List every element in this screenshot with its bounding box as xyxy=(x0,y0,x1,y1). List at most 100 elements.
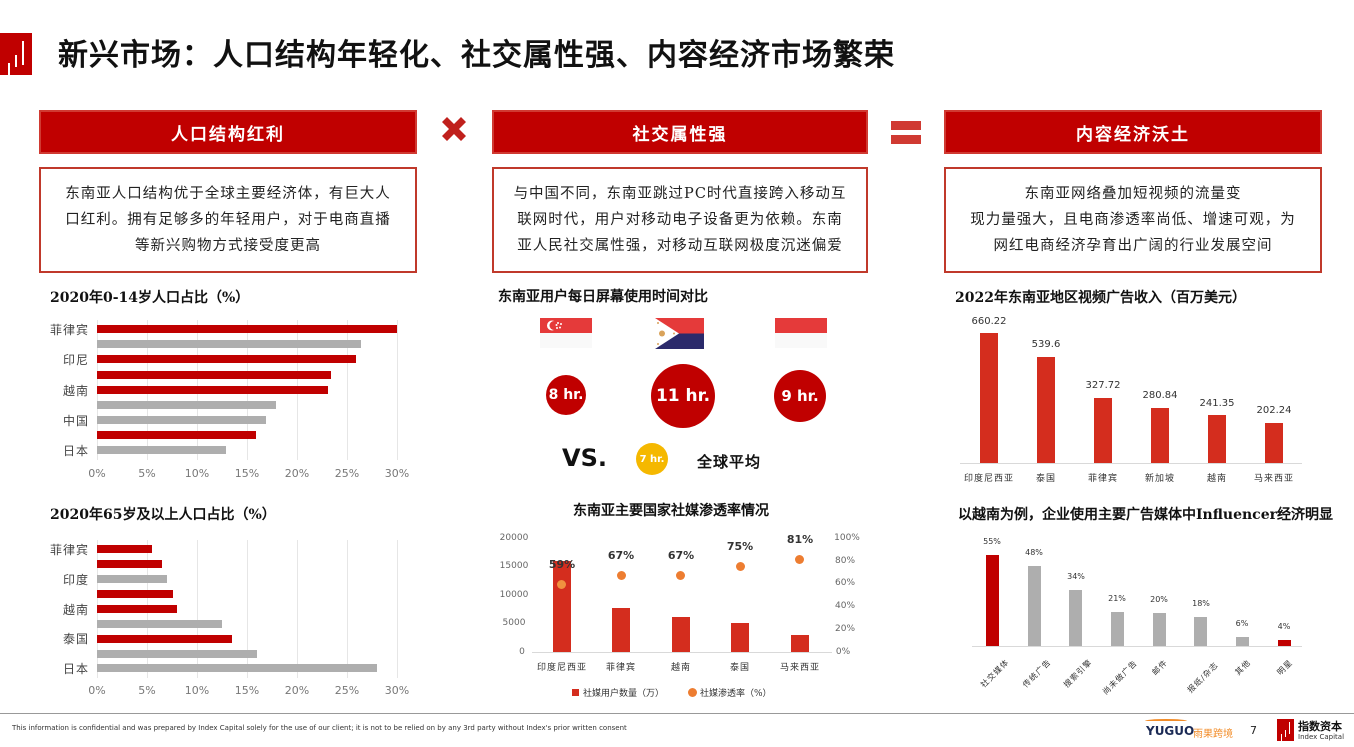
x-category: 搜索引擎 xyxy=(1062,657,1094,690)
x-category: 尚未做广告 xyxy=(1100,658,1140,697)
y-tick: 5000 xyxy=(502,618,526,628)
x-tick: 25% xyxy=(334,684,360,697)
y-label: 越南 xyxy=(62,384,89,398)
brand-logo-mark xyxy=(0,33,32,75)
bar xyxy=(97,664,377,672)
x-category: 明星 xyxy=(1275,657,1295,678)
x-category: 印度尼西亚 xyxy=(963,474,1015,484)
brand-name-en: Index Capital xyxy=(1298,733,1345,741)
data-label: 202.24 xyxy=(1256,405,1292,416)
bar xyxy=(97,635,232,643)
bar xyxy=(986,555,999,646)
y2-tick: 100% xyxy=(834,533,860,543)
data-label: 55% xyxy=(983,537,1001,546)
bar xyxy=(97,575,167,583)
bar xyxy=(1236,637,1249,646)
page-title: 新兴市场：人口结构年轻化、社交属性强、内容经济市场繁荣 xyxy=(58,38,895,73)
equals-icon xyxy=(891,121,921,145)
x-tick: 15% xyxy=(234,684,260,697)
x-category: 社交媒体 xyxy=(979,657,1011,690)
y2-tick: 80% xyxy=(834,556,856,566)
desc-line: 东南亚网络叠加短视频的流量变 xyxy=(1024,186,1242,202)
x-tick: 20% xyxy=(284,467,310,480)
data-label: 6% xyxy=(1235,619,1249,628)
y-label: 泰国 xyxy=(62,632,89,646)
penetration-dot xyxy=(676,571,685,580)
bar xyxy=(97,620,222,628)
bar xyxy=(97,446,226,454)
bar xyxy=(97,650,257,658)
global-average-badge: 7 hr. xyxy=(636,443,668,475)
bar xyxy=(553,561,571,652)
x-tick: 10% xyxy=(184,684,210,697)
y-label: 菲律宾 xyxy=(49,323,89,337)
penetration-dot xyxy=(736,562,745,571)
x-tick: 20% xyxy=(284,684,310,697)
x-tick: 5% xyxy=(138,684,156,697)
indonesia-flag-icon xyxy=(775,318,827,348)
data-label: 18% xyxy=(1192,599,1210,608)
y-label: 印度 xyxy=(62,573,89,587)
bar xyxy=(1208,415,1226,463)
penetration-dot xyxy=(617,571,626,580)
partner-logo-cn: 雨果跨境 xyxy=(1193,729,1233,740)
index-capital-logo-mark xyxy=(1277,719,1294,741)
pillar-desc-social: 与中国不同，东南亚跳过PC时代直接跨入移动互 联网时代，用户对移动电子设备更为依… xyxy=(492,167,868,273)
data-label: 280.84 xyxy=(1142,390,1178,401)
data-label: 81% xyxy=(786,533,814,546)
y-label: 日本 xyxy=(62,662,89,676)
bar xyxy=(97,560,162,568)
legend-dot-swatch xyxy=(688,688,697,697)
bar xyxy=(980,333,998,463)
bar xyxy=(1265,423,1283,463)
screen-time-title: 东南亚用户每日屏幕使用时间对比 xyxy=(498,289,708,305)
data-label: 67% xyxy=(667,549,695,562)
chart-title-youth: 2020年0-14岁人口占比（%） xyxy=(50,290,250,306)
disclaimer-text: This information is confidential and was… xyxy=(12,724,627,732)
y-tick: 20000 xyxy=(499,533,529,543)
x-category: 泰国 xyxy=(729,663,751,673)
y-tick: 0 xyxy=(519,647,525,657)
bar xyxy=(1153,613,1166,646)
desc-line: 东南亚人口结构优于全球主要经济体，有巨大人 xyxy=(65,186,391,202)
bar xyxy=(1151,408,1169,463)
brand-name-cn: 指数资本 xyxy=(1298,720,1342,733)
data-label: 48% xyxy=(1025,548,1043,557)
x-category: 其他 xyxy=(1233,657,1253,678)
philippines-flag-icon xyxy=(655,318,704,349)
x-category: 新加坡 xyxy=(1144,474,1176,484)
data-label: 21% xyxy=(1108,594,1126,603)
x-category: 马来西亚 xyxy=(779,663,821,673)
x-tick: 25% xyxy=(334,467,360,480)
bar xyxy=(97,590,173,598)
bar xyxy=(1278,640,1291,646)
bar xyxy=(97,355,356,363)
bar xyxy=(731,623,749,652)
bar xyxy=(97,325,397,333)
x-category: 越南 xyxy=(1206,474,1228,484)
desc-line: 口红利。拥有足够多的年轻用户，对于电商直播 xyxy=(65,212,391,228)
bar xyxy=(672,617,690,652)
x-tick: 10% xyxy=(184,467,210,480)
singapore-hours-badge: 8 hr. xyxy=(546,375,586,415)
desc-line: 现力量强大，且电商渗透率尚低、增速可观，为 xyxy=(970,212,1296,228)
bar xyxy=(1111,612,1124,646)
data-label: 59% xyxy=(548,558,576,571)
y-label: 菲律宾 xyxy=(49,543,89,557)
global-average-label: 全球平均 xyxy=(697,453,762,471)
legend-bar-swatch xyxy=(572,689,579,696)
philippines-hours-badge: 11 hr. xyxy=(651,364,715,428)
bar xyxy=(791,635,809,652)
pillar-desc-demographics: 东南亚人口结构优于全球主要经济体，有巨大人 口红利。拥有足够多的年轻用户，对于电… xyxy=(39,167,417,273)
data-label: 75% xyxy=(726,540,754,553)
legend-label: 社媒渗透率（%） xyxy=(700,689,772,699)
bar xyxy=(97,371,331,379)
bar xyxy=(1028,566,1041,646)
y-label: 日本 xyxy=(62,444,89,458)
x-tick: 0% xyxy=(88,467,106,480)
data-label: 660.22 xyxy=(971,316,1007,327)
bar xyxy=(97,401,276,409)
y2-tick: 60% xyxy=(834,578,856,588)
data-label: 20% xyxy=(1150,595,1168,604)
data-label: 67% xyxy=(607,549,635,562)
